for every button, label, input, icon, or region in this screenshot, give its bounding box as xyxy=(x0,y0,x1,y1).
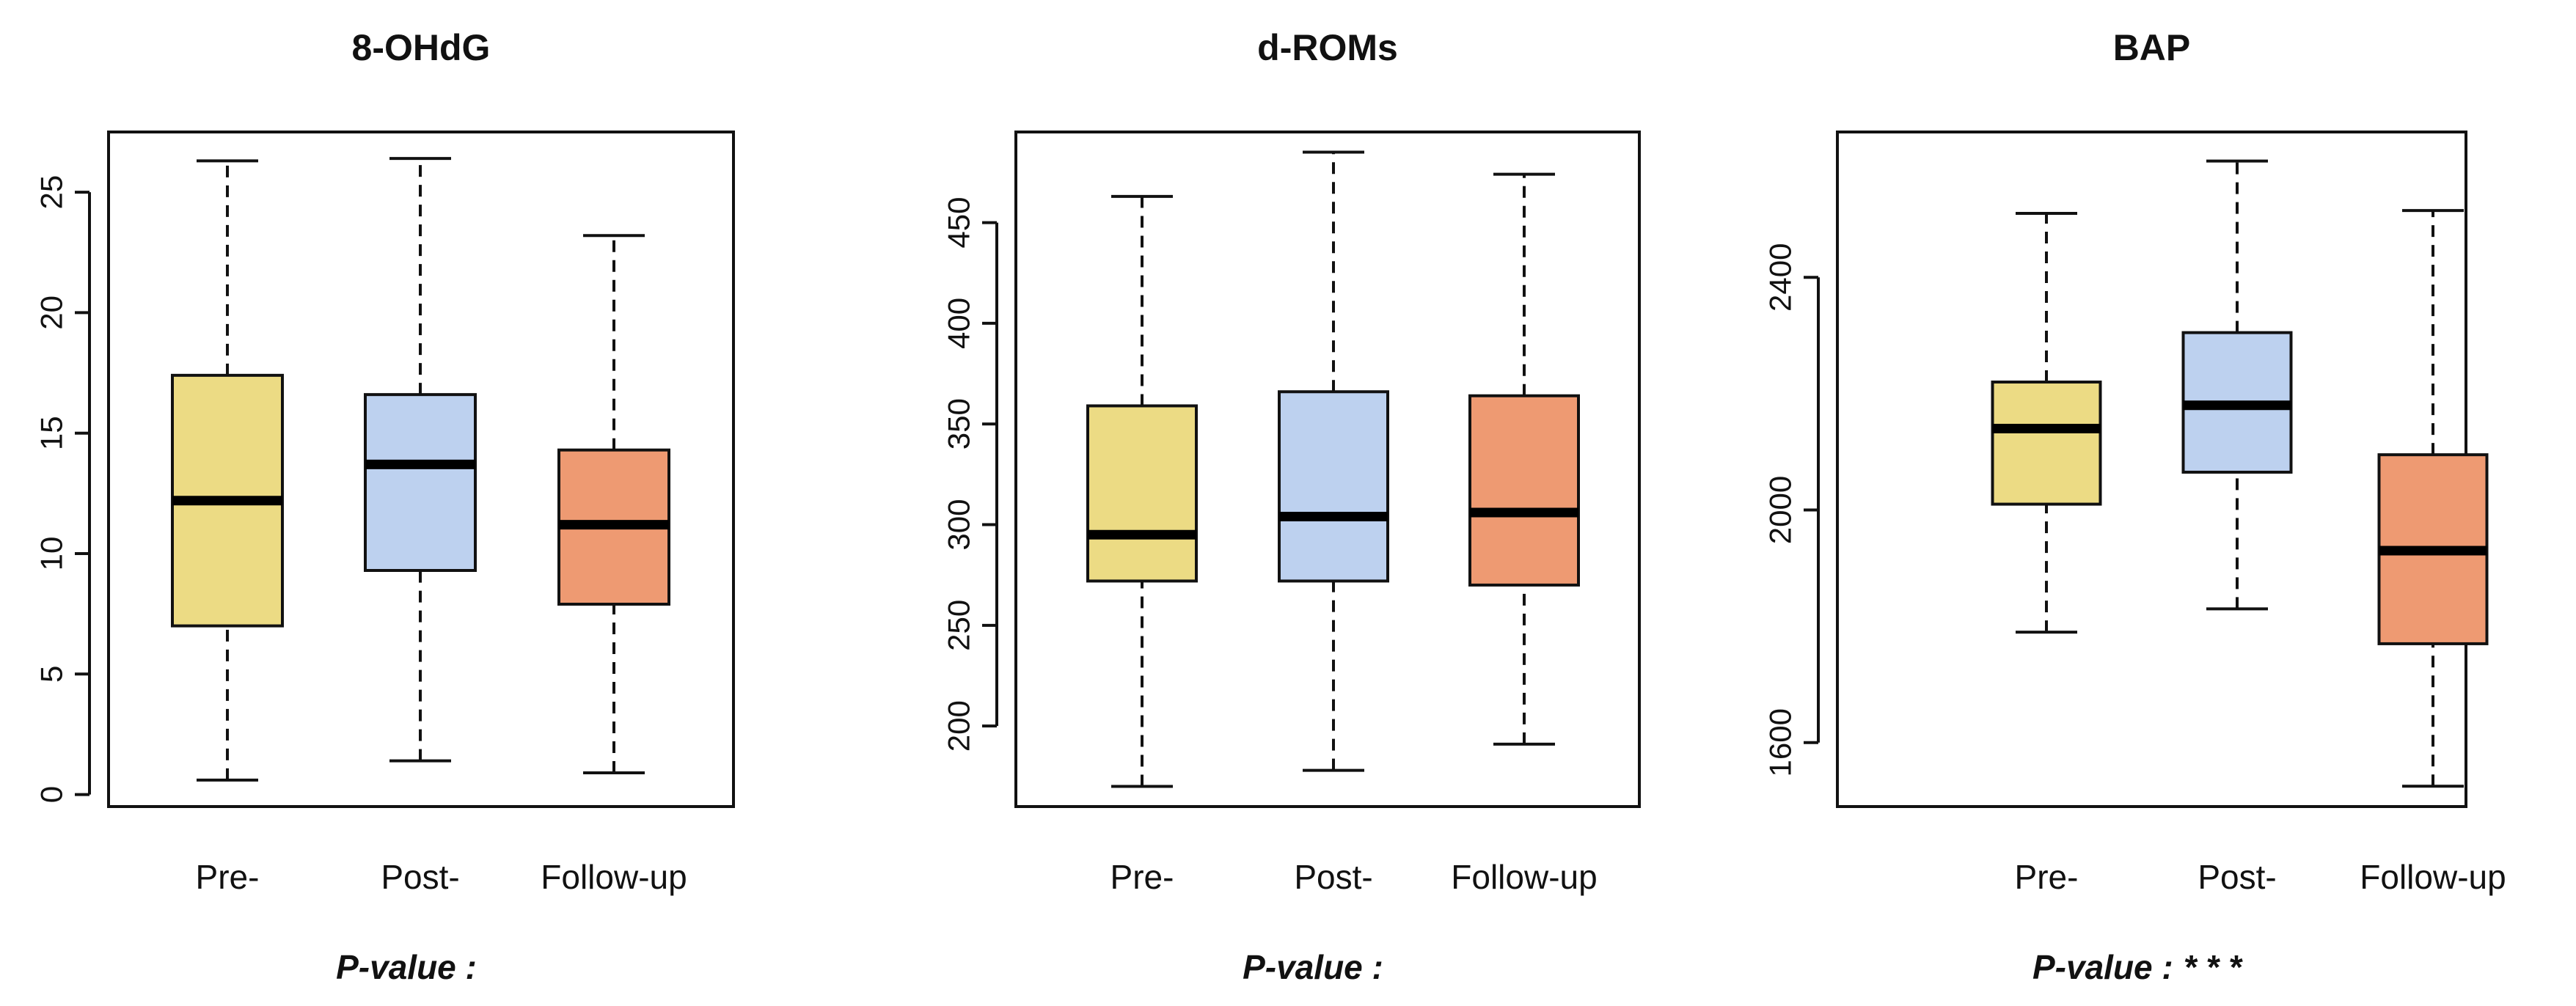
box-followup xyxy=(2377,209,2489,788)
y-tick-label: 25 xyxy=(34,175,69,210)
x-category-label: Follow-up xyxy=(541,858,687,896)
iqr-box xyxy=(1991,381,2102,506)
box-followup xyxy=(1468,172,1580,746)
y-tick-label: 1600 xyxy=(1763,708,1798,776)
chart-title: 8-OHdG xyxy=(352,27,491,68)
box-post xyxy=(364,157,477,763)
iqr-box xyxy=(1278,390,1389,583)
y-tick-label: 400 xyxy=(942,298,976,349)
plot-frame xyxy=(107,131,735,808)
p-value-text: P-value : xyxy=(336,948,477,986)
x-category-label: Pre- xyxy=(1110,858,1174,896)
iqr-box xyxy=(1086,404,1198,583)
chart-title: BAP xyxy=(2113,27,2191,68)
y-tick-label: 15 xyxy=(34,416,69,450)
y-tick-label: 250 xyxy=(942,600,976,651)
y-tick-label: 350 xyxy=(942,398,976,449)
plot-frame xyxy=(1836,131,2467,808)
chart-panel-1: 8-OHdG 0 5 10 15 20 25 Pre- Post- Follow-up P-valu… xyxy=(34,27,735,986)
box-followup xyxy=(557,234,670,774)
y-tick-label: 20 xyxy=(34,295,69,330)
p-value-text: P-value : xyxy=(1243,948,1383,986)
plot-frame xyxy=(1014,131,1641,808)
x-category-label: Pre- xyxy=(196,858,260,896)
p-value-label: P-value : xyxy=(1243,948,1383,986)
p-value-label: P-value : * * * xyxy=(2032,948,2243,986)
chart-panel-2: d-ROMs 200 250 300 350 400 450 Pre- Post- Follow-… xyxy=(942,27,1641,986)
p-value-label: P-value : xyxy=(336,948,477,986)
y-tick-label: 2000 xyxy=(1763,476,1798,544)
x-category-label: Follow-up xyxy=(2360,858,2506,896)
y-tick-label: 5 xyxy=(34,666,69,683)
y-tick-label: 10 xyxy=(34,537,69,571)
y-tick-label: 2400 xyxy=(1763,243,1798,312)
x-category-label: Pre- xyxy=(2015,858,2079,896)
x-category-label: Follow-up xyxy=(1451,858,1597,896)
x-category-label: Post- xyxy=(1294,858,1372,896)
box-pre xyxy=(1991,212,2102,634)
iqr-box xyxy=(364,393,477,573)
box-pre xyxy=(171,159,284,782)
box-post xyxy=(2181,159,2293,611)
x-category-label: Post- xyxy=(2198,858,2276,896)
iqr-box xyxy=(1468,394,1580,587)
y-tick-label: 450 xyxy=(942,197,976,249)
significance-stars: * * * xyxy=(2184,948,2243,986)
chart-title: d-ROMs xyxy=(1257,27,1398,68)
box-pre xyxy=(1086,194,1198,788)
x-category-label: Post- xyxy=(381,858,459,896)
chart-panel-3: BAP 1600 2000 2400 Pre- Post- Follow-up P-value… xyxy=(1763,27,2506,986)
y-tick-label: 0 xyxy=(34,786,69,803)
y-tick-label: 300 xyxy=(942,499,976,550)
box-post xyxy=(1278,150,1389,772)
y-tick-label: 200 xyxy=(942,700,976,752)
p-value-text: P-value : xyxy=(2032,948,2173,986)
